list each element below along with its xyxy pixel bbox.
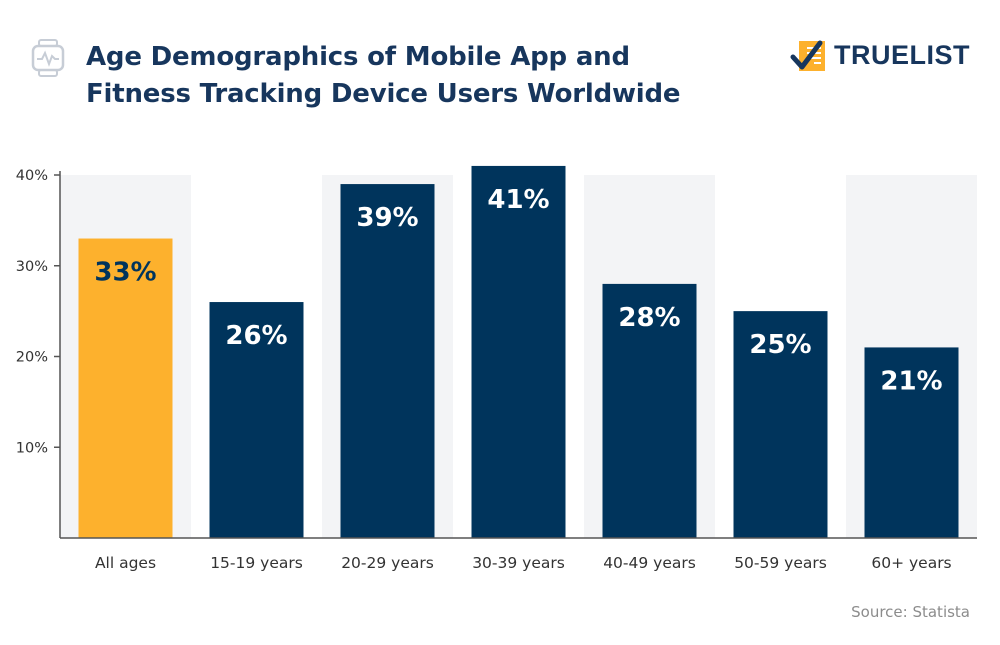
y-tick-label: 30% bbox=[16, 259, 48, 275]
bar-value-label: 21% bbox=[880, 366, 942, 396]
x-tick-label: 60+ years bbox=[871, 554, 951, 572]
bar-15-19-years bbox=[209, 302, 304, 538]
x-tick-label: 50-59 years bbox=[734, 554, 827, 572]
bar-value-label: 28% bbox=[618, 303, 680, 333]
logo-text: TRUELIST bbox=[834, 40, 970, 70]
bar-value-label: 41% bbox=[487, 185, 549, 215]
x-tick-label: 40-49 years bbox=[603, 554, 696, 572]
source-note: Source: Statista bbox=[851, 603, 970, 621]
bar-20-29-years bbox=[340, 184, 435, 538]
x-tick-label: 15-19 years bbox=[210, 554, 303, 572]
axes bbox=[54, 171, 977, 539]
chart-title-line-1: Age Demographics of Mobile App and bbox=[86, 42, 630, 72]
truelist-logo: TRUELIST bbox=[790, 37, 980, 77]
x-tick-label: All ages bbox=[95, 554, 156, 572]
bar-chart: 33% All ages 26% 15-19 years 39% 20-29 years 4… bbox=[16, 165, 977, 572]
y-tick-label: 10% bbox=[16, 440, 48, 456]
bar-40-49-years bbox=[602, 283, 697, 538]
bar-60-years bbox=[864, 347, 959, 538]
labels: 33% All ages 26% 15-19 years 39% 20-29 years 4… bbox=[16, 168, 952, 572]
bar-30-39-years bbox=[471, 165, 566, 539]
y-tick-label: 20% bbox=[16, 350, 48, 366]
bar-value-label: 39% bbox=[356, 203, 418, 233]
x-tick-label: 20-29 years bbox=[341, 554, 434, 572]
y-tick-label: 40% bbox=[16, 168, 48, 184]
chart-title-line-2: Fitness Tracking Device Users Worldwide bbox=[86, 79, 681, 109]
checklist-icon bbox=[790, 40, 825, 71]
bar-value-label: 25% bbox=[749, 330, 811, 360]
x-tick-label: 30-39 years bbox=[472, 554, 565, 572]
bar-value-label: 26% bbox=[225, 321, 287, 351]
bar-all-ages bbox=[78, 238, 173, 538]
bars bbox=[78, 165, 959, 539]
smartwatch-icon bbox=[31, 39, 65, 77]
bar-50-59-years bbox=[733, 311, 828, 538]
chart-title: Age Demographics of Mobile App and Fitne… bbox=[86, 39, 746, 113]
bar-value-label: 33% bbox=[94, 258, 156, 288]
